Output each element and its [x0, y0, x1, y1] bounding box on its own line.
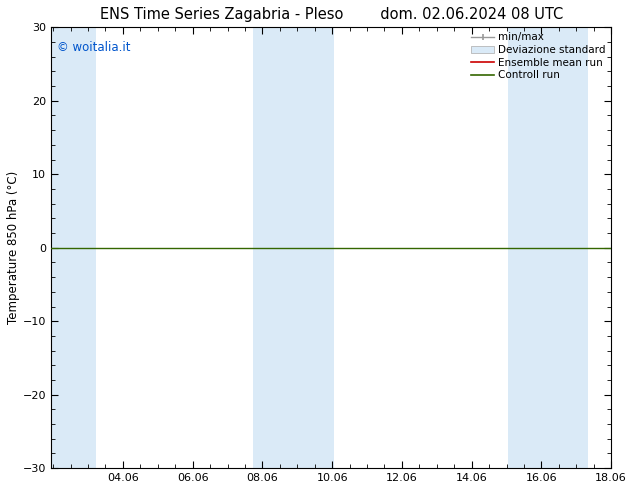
Bar [254, 27, 333, 468]
Legend: min/max, Deviazione standard, Ensemble mean run, Controll run: min/max, Deviazione standard, Ensemble m… [469, 30, 608, 82]
Y-axis label: Temperature 850 hPa (°C): Temperature 850 hPa (°C) [7, 171, 20, 324]
Bar [508, 27, 588, 468]
Text: © woitalia.it: © woitalia.it [56, 41, 130, 53]
Bar [51, 27, 96, 468]
Title: ENS Time Series Zagabria - Pleso        dom. 02.06.2024 08 UTC: ENS Time Series Zagabria - Pleso dom. 02… [100, 7, 563, 22]
